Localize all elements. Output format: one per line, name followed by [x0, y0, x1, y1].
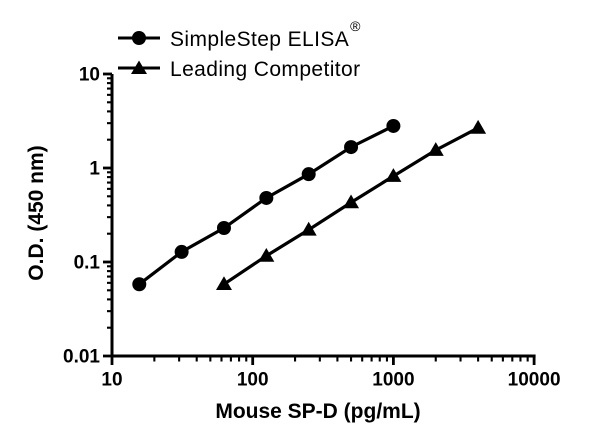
data-point-circle: [132, 277, 147, 292]
data-point-triangle: [215, 276, 232, 291]
circle-marker-icon: [118, 31, 160, 45]
x-tick-label: 100: [237, 370, 269, 391]
series-leading-competitor: [215, 119, 487, 291]
series-simplestep-elisa: [132, 118, 401, 292]
data-point-triangle: [470, 119, 487, 134]
x-tick-label: 1000: [372, 370, 414, 391]
data-point-circle: [386, 118, 401, 133]
y-tick-label: 0.01: [63, 347, 100, 368]
legend: SimpleStep ELISA® Leading Competitor: [118, 17, 361, 83]
x-tick-label: 10000: [508, 370, 561, 391]
registered-trademark-symbol: ®: [350, 17, 361, 34]
data-point-triangle: [427, 142, 444, 156]
axes-layer: 10 100 1000 10000 0.01 0.1 1 10: [63, 65, 561, 391]
legend-label-competitor: Leading Competitor: [170, 57, 361, 81]
data-point-triangle: [343, 194, 360, 209]
data-point-circle: [344, 140, 359, 155]
data-point-circle: [216, 220, 231, 235]
legend-label-simplestep: SimpleStep ELISA®: [170, 17, 361, 51]
data-point-triangle: [385, 168, 402, 182]
y-tick-label: 0.1: [74, 253, 101, 274]
data-point-triangle: [300, 221, 317, 236]
data-point-circle: [259, 190, 274, 205]
legend-item-simplestep: SimpleStep ELISA®: [118, 17, 361, 53]
x-tick-label: 10: [101, 370, 122, 391]
x-axis-title: Mouse SP-D (pg/mL): [215, 400, 420, 423]
data-point-triangle: [258, 247, 275, 262]
data-point-circle: [174, 244, 189, 259]
series-layer: [132, 118, 487, 292]
y-axis-title: O.D. (450 nm): [25, 145, 48, 280]
triangle-marker-icon: [118, 60, 160, 74]
legend-item-competitor: Leading Competitor: [118, 53, 361, 83]
data-point-circle: [301, 167, 316, 182]
y-tick-label: 10: [79, 65, 100, 86]
y-tick-label: 1: [89, 159, 100, 180]
